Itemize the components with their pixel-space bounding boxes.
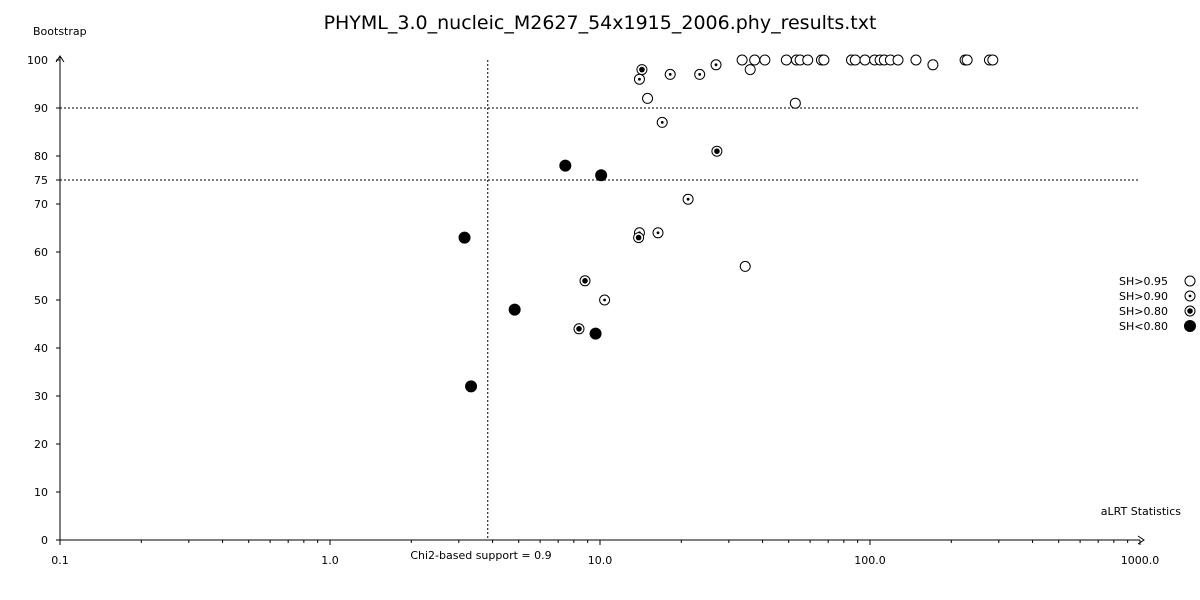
x-tick-label: 10.0 [588,554,613,567]
data-point [739,260,751,272]
y-tick-label: 80 [34,150,48,163]
data-point [802,54,814,66]
y-tick-label: 60 [34,246,48,259]
data-point [780,54,792,66]
y-tick-label: 10 [34,486,48,499]
data-point [508,303,521,316]
data-point [465,380,478,393]
x-tick-label: 1.0 [321,554,339,567]
x-tick-label: 0.1 [51,554,69,567]
data-point [579,275,591,287]
data-point [987,54,999,66]
legend-label: SH>0.95 [1119,275,1168,288]
y-tick-label: 75 [34,174,48,187]
data-point [559,159,572,172]
x-axis-label: aLRT Statistics [1101,505,1181,518]
y-axis-label: Bootstrap [33,25,87,38]
data-point [636,64,648,76]
data-point [759,54,771,66]
y-tick-label: 30 [34,390,48,403]
legend-label: SH>0.90 [1119,290,1168,303]
data-point [736,54,748,66]
y-tick-label: 20 [34,438,48,451]
data-point [694,68,706,80]
data-point [789,97,801,109]
data-point [642,92,654,104]
data-point [892,54,904,66]
y-tick-label: 0 [41,534,48,547]
data-point [711,145,723,157]
legend-label: SH>0.80 [1119,305,1168,318]
data-point [859,54,871,66]
data-point [633,232,645,244]
y-tick-label: 90 [34,102,48,115]
legend-marker [1184,305,1196,317]
data-point [849,54,861,66]
y-tick-label: 50 [34,294,48,307]
axes: 0.1 1.0 10.0 100.0 1000.0 0 10 20 30 40 50 60 70 75 80… [27,54,1159,567]
x-tick-label: 100.0 [854,554,886,567]
data-point [910,54,922,66]
chart-title: PHYML_3.0_nucleic_M2627_54x1915_2006.phy… [324,12,877,34]
legend-marker [1184,320,1196,332]
data-point [458,231,471,244]
data-point [633,73,645,85]
legend-marker [1184,290,1196,302]
data-point [927,59,939,71]
data-point [749,54,761,66]
data-point [599,294,611,306]
data-point [656,116,668,128]
data-point [652,227,664,239]
data-point [595,169,608,182]
data-point [961,54,973,66]
legend-label: SH<0.80 [1119,320,1168,333]
data-point [744,64,756,76]
data-point [664,68,676,80]
data-points [458,54,999,393]
data-point [573,323,585,335]
y-tick-label: 70 [34,198,48,211]
data-point [818,54,830,66]
data-point [710,59,722,71]
legend: SH>0.95 SH>0.90 SH>0.80 SH<0.80 [1119,275,1196,333]
chi2-support-label: Chi2-based support = 0.9 [410,549,551,562]
x-tick-label: 1000.0 [1121,554,1160,567]
legend-marker [1184,275,1196,287]
data-point [682,193,694,205]
y-tick-label: 100 [27,54,48,67]
y-tick-label: 40 [34,342,48,355]
data-point [589,327,602,340]
